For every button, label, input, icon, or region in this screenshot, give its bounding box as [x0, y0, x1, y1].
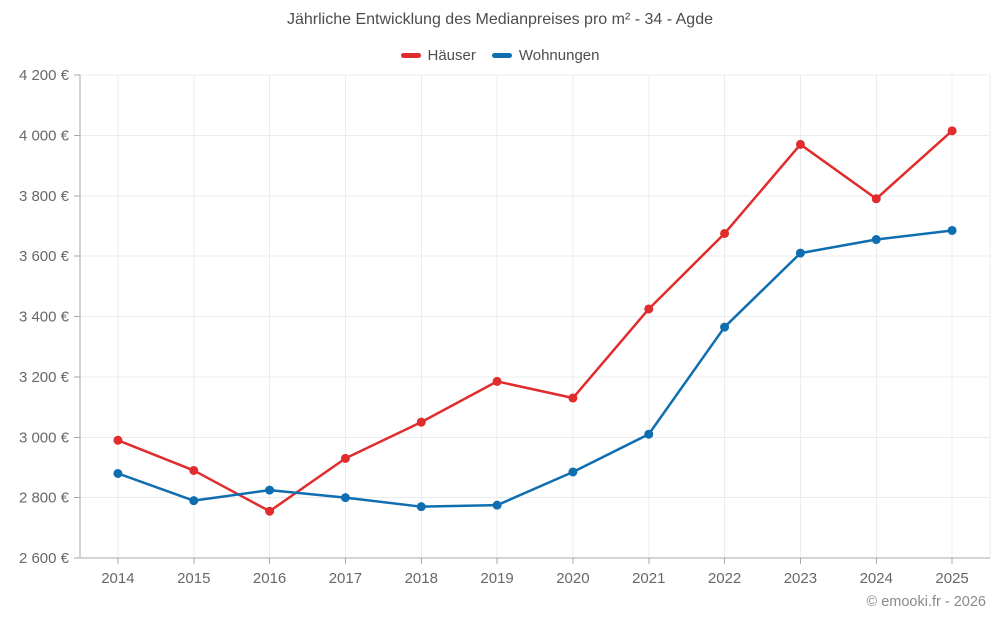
data-point-Wohnungen-2020[interactable]	[568, 467, 578, 477]
legend-item-wohnungen[interactable]: Wohnungen	[491, 47, 600, 64]
data-point-Häuser-2024[interactable]	[871, 194, 881, 204]
data-point-Häuser-2014[interactable]	[113, 435, 123, 445]
data-point-Wohnungen-2019[interactable]	[492, 500, 502, 510]
data-point-Wohnungen-2018[interactable]	[416, 502, 426, 512]
y-axis-label: 2 800 €	[19, 490, 70, 507]
data-point-Häuser-2017[interactable]	[340, 453, 350, 463]
y-axis-label: 4 200 €	[19, 67, 70, 84]
x-axis-label: 2016	[253, 570, 286, 587]
legend-swatch-hauser	[400, 53, 421, 58]
data-point-Häuser-2018[interactable]	[416, 417, 426, 427]
data-point-Wohnungen-2017[interactable]	[340, 493, 350, 503]
data-point-Häuser-2016[interactable]	[265, 506, 275, 516]
x-axis-label: 2023	[784, 570, 817, 587]
data-point-Häuser-2025[interactable]	[947, 126, 957, 136]
credit-text: © emooki.fr - 2026	[866, 594, 986, 610]
x-axis-label: 2025	[935, 570, 968, 587]
x-axis-label: 2021	[632, 570, 665, 587]
x-axis-label: 2015	[177, 570, 210, 587]
x-axis-label: 2022	[708, 570, 741, 587]
x-axis-label: 2017	[329, 570, 362, 587]
legend-label-wohnungen: Wohnungen	[518, 47, 600, 64]
y-axis-label: 3 000 €	[19, 429, 70, 446]
y-axis-label: 3 800 €	[19, 188, 70, 205]
data-point-Häuser-2023[interactable]	[795, 139, 805, 149]
data-point-Wohnungen-2025[interactable]	[947, 225, 957, 235]
y-axis-label: 3 200 €	[19, 369, 70, 386]
legend-label-hauser: Häuser	[427, 47, 476, 64]
y-axis-label: 2 600 €	[19, 550, 70, 567]
legend: Häuser Wohnungen	[0, 47, 1000, 64]
data-point-Wohnungen-2014[interactable]	[113, 468, 123, 478]
data-point-Häuser-2015[interactable]	[189, 465, 199, 475]
series-line-Wohnungen	[117, 229, 953, 508]
data-point-Wohnungen-2021[interactable]	[644, 429, 654, 439]
x-axis-label: 2020	[556, 570, 589, 587]
chart-title: Jährliche Entwicklung des Medianpreises …	[287, 11, 713, 28]
x-axis-label: 2024	[860, 570, 893, 587]
data-point-Wohnungen-2022[interactable]	[720, 322, 730, 332]
data-point-Häuser-2022[interactable]	[720, 228, 730, 238]
y-axis-label: 3 600 €	[19, 248, 70, 265]
series-line-Häuser	[117, 129, 953, 513]
data-point-Häuser-2020[interactable]	[568, 393, 578, 403]
legend-swatch-wohnungen	[491, 53, 512, 58]
legend-item-hauser[interactable]: Häuser	[400, 47, 476, 64]
data-point-Wohnungen-2015[interactable]	[189, 496, 199, 506]
data-point-Wohnungen-2016[interactable]	[265, 485, 275, 495]
y-axis-label: 4 000 €	[19, 127, 70, 144]
x-axis-label: 2018	[405, 570, 438, 587]
y-axis-label: 3 400 €	[19, 309, 70, 326]
data-point-Häuser-2019[interactable]	[492, 376, 502, 386]
x-axis-label: 2014	[101, 570, 134, 587]
x-axis-label: 2019	[480, 570, 513, 587]
data-point-Wohnungen-2024[interactable]	[871, 235, 881, 245]
data-point-Häuser-2021[interactable]	[644, 304, 654, 314]
data-point-Wohnungen-2023[interactable]	[795, 248, 805, 258]
